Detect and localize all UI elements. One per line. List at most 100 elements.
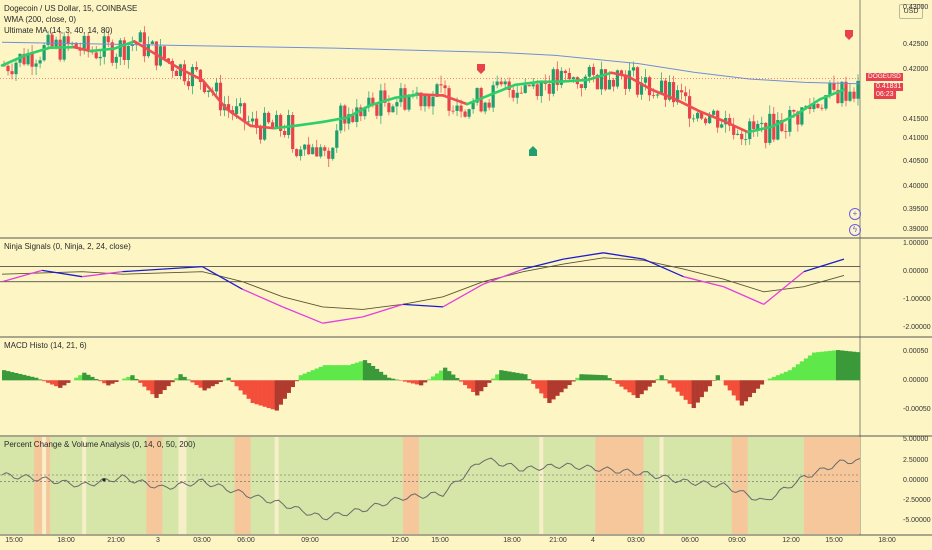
candle [712,110,716,115]
candle [331,147,335,159]
macd-histogram-bar [266,380,271,409]
macd-histogram-bar [154,380,159,398]
macd-histogram-bar [571,380,576,382]
uma-line-segment [698,110,725,123]
macd-histogram-bar [567,380,572,386]
indicator-uma-label[interactable]: Ultimate MA (14, 3, 40, 14, 80) [4,26,113,35]
macd-histogram-bar [619,380,624,387]
macd-histogram-bar [631,380,636,396]
macd-histogram-bar [286,380,291,393]
macd-histogram-bar [699,380,704,398]
candle [395,102,399,107]
macd-histogram-bar [707,380,712,387]
candle [50,34,54,47]
macd-histogram-bar [767,378,773,381]
pc-pane-title[interactable]: Percent Change & Volume Analysis (0, 14,… [4,440,196,449]
candle [174,70,179,77]
macd-histogram-bar [823,351,829,381]
macd-histogram-bar [78,375,83,381]
candle [856,80,860,99]
candle [443,85,447,89]
candle [599,69,604,90]
candle [483,102,487,112]
macd-histogram-bar [715,375,720,381]
candle [748,121,752,140]
candle [507,81,511,91]
macd-histogram-bar [214,380,219,385]
candle [627,70,632,89]
price-tick: 0.41000 [903,135,929,142]
candle [447,88,451,111]
candle [463,111,467,117]
ninja-tick: -2.00000 [903,324,931,331]
macd-histogram-bar [555,380,560,396]
ninja-pane-title[interactable]: Ninja Signals (0, Ninja, 2, 24, close) [4,242,131,251]
macd-histogram-bar [406,380,412,383]
candle [756,123,760,130]
macd-histogram-bar [350,363,356,381]
uma-line-segment [650,88,677,101]
pc-band-neutral [42,437,47,534]
macd-histogram-bar [507,371,512,381]
macd-histogram-bar [306,371,312,381]
candle [796,111,800,125]
macd-histogram-bar [90,376,95,381]
candle [234,106,239,115]
candle [166,58,170,62]
macd-histogram-bar [787,370,793,381]
macd-histogram-bar [170,380,175,383]
candle [692,118,696,120]
price-tick: 0.41500 [903,116,929,123]
candle [74,42,78,49]
buy-signal-marker [529,146,537,156]
candle [780,120,784,132]
macd-histogram-bar [102,380,107,384]
macd-histogram-bar [426,379,432,381]
macd-pane-title[interactable]: MACD Histo (14, 21, 6) [4,341,87,350]
macd-histogram-bar [166,380,171,387]
currency-button[interactable]: USD [899,4,923,19]
ninja-fast-segment [603,252,644,260]
candle [828,83,832,96]
macd-histogram-bar [178,374,183,381]
uma-line-segment [133,40,156,55]
candle [531,84,535,87]
macd-histogram-bar [607,378,612,381]
candle [114,56,118,63]
uma-line-segment [610,71,629,78]
uma-line-segment [345,103,373,119]
time-tick: 18:00 [57,537,75,544]
macd-histogram-bar [515,372,520,381]
ninja-fast-segment [282,306,323,324]
time-tick: 18:00 [878,537,896,544]
macd-histogram-bar [374,368,380,381]
macd-tick: 0.00000 [903,377,929,384]
candle [744,139,748,140]
pc-tick: -5.00000 [903,517,931,524]
add-alert-icon[interactable]: + [849,208,861,220]
indicator-wma-label[interactable]: WMA (200, close, 0) [4,15,77,24]
candle [267,112,271,123]
candle [423,95,427,107]
lightning-icon[interactable]: ϟ [849,224,861,236]
macd-histogram-bar [771,376,777,381]
candle [671,82,676,103]
macd-histogram-bar [6,371,11,381]
macd-histogram-bar [62,380,67,386]
candle [816,103,820,108]
macd-histogram-bar [615,380,620,384]
candle [808,106,812,110]
macd-histogram-bar [491,378,496,381]
macd-histogram-bar [827,350,833,381]
macd-histogram-bar [839,350,845,381]
candle [283,130,287,136]
uma-line-segment [321,116,349,124]
macd-histogram-bar [831,350,837,381]
candle [663,80,668,100]
candle [567,73,571,80]
chart-title: Dogecoin / US Dollar, 15, COINBASE [4,4,138,13]
candle [683,92,688,97]
candle [122,40,126,60]
macd-histogram-bar [410,380,416,384]
candle [58,39,62,60]
